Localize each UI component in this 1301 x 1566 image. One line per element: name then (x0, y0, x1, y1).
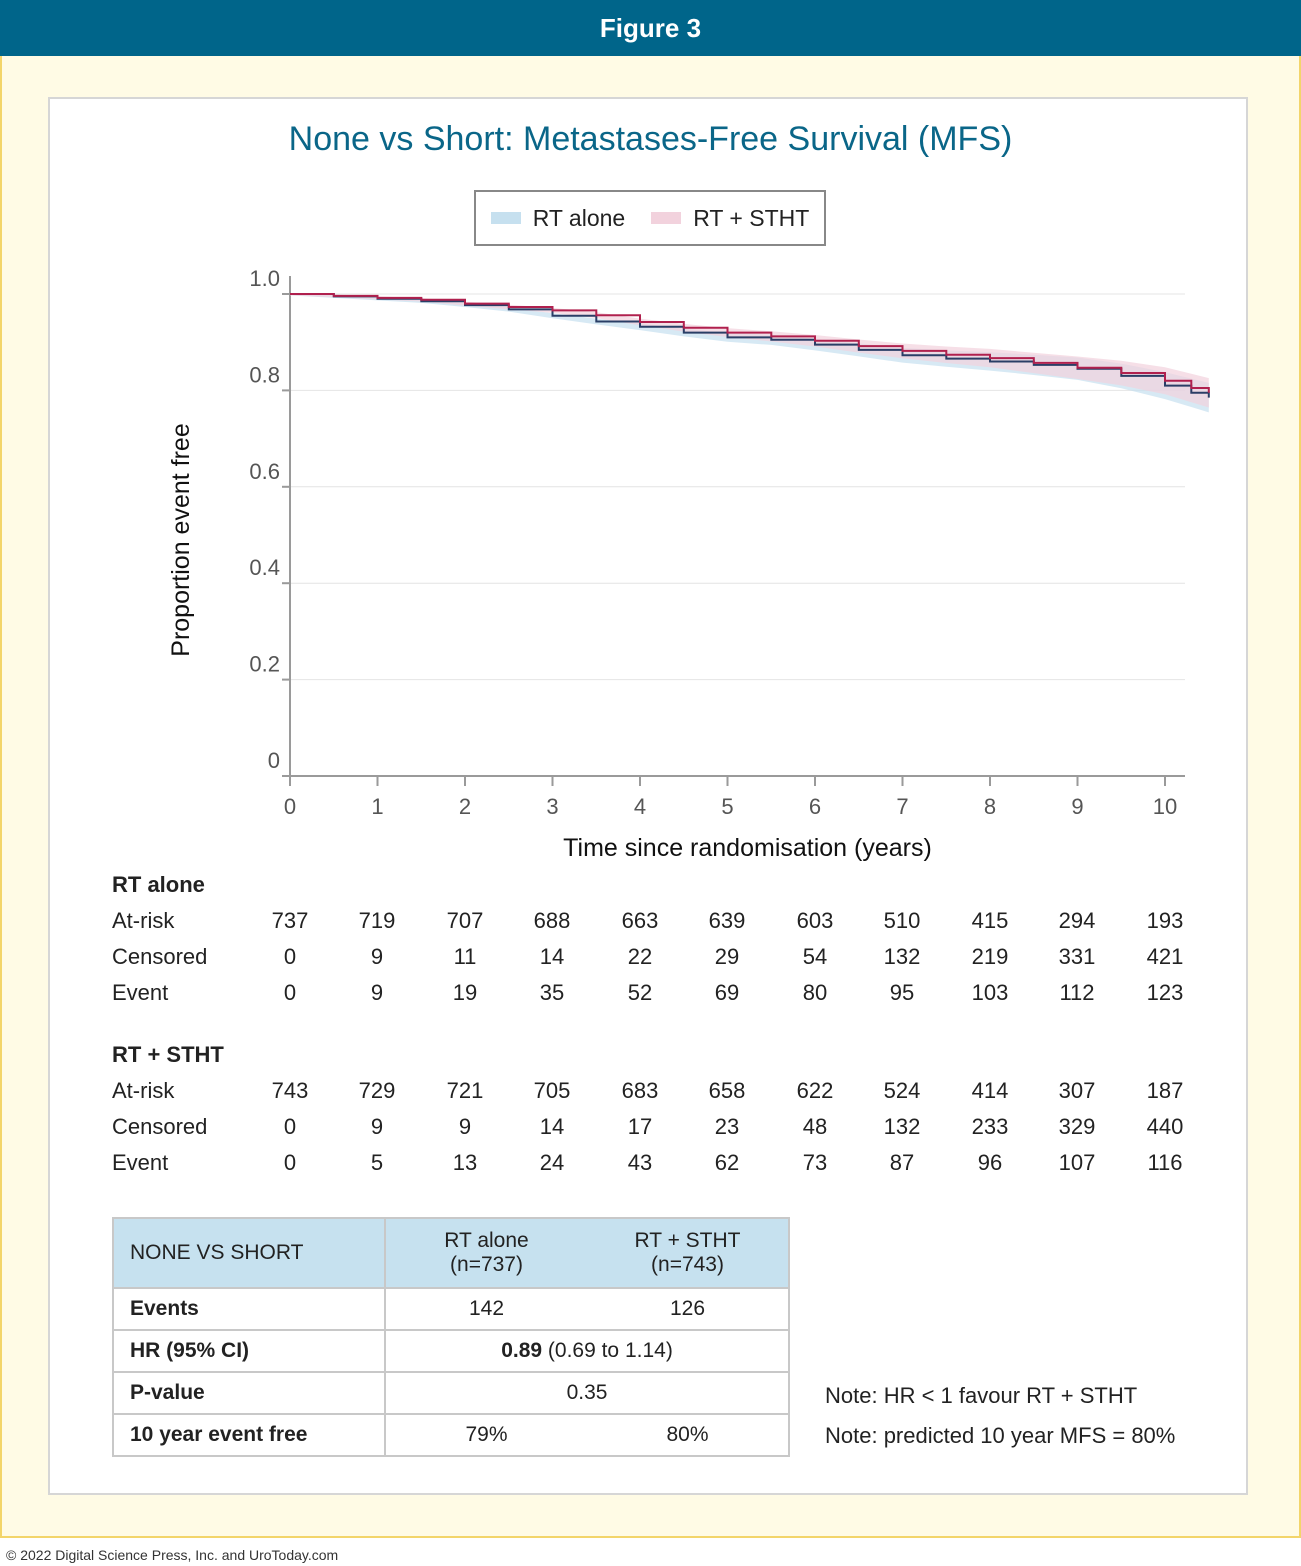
x-tick-label-8: 8 (984, 794, 996, 819)
summary-col-rt-alone: RT alone (n=737) (386, 1229, 587, 1277)
y-tick-label-3: 0.6 (249, 459, 280, 484)
summary-p-value: 0.35 (384, 1371, 790, 1415)
summary-hr-label: HR (95% CI) (112, 1329, 386, 1373)
legend-swatch-rt-stht (651, 212, 682, 224)
summary-ten-year-a: 79% (465, 1423, 508, 1446)
summary-col-rt-stht-n: (n=743) (651, 1253, 724, 1276)
x-tick-label-1: 1 (371, 794, 383, 819)
chart-title: None vs Short: Metastases-Free Survival … (288, 120, 1013, 158)
summary-ten-year-b: 80% (666, 1423, 709, 1446)
summary-ten-year-values: 79% 80% (384, 1413, 790, 1457)
x-tick-label-6: 6 (809, 794, 821, 819)
km-plot: 0 0.2 0.4 0.6 0.8 1.0 0 1 2 3 4 5 6 7 8 9 10 Time since r… (167, 266, 1210, 862)
summary-row-pvalue: P-value 0.35 (112, 1371, 790, 1415)
summary-row-ten-year: 10 year event free 79% 80% (112, 1413, 790, 1457)
km-curve-rt-alone (290, 293, 1210, 398)
summary-events-b: 126 (669, 1297, 706, 1320)
legend-item-rt-alone: RT alone (490, 204, 626, 232)
x-tick-label-9: 9 (1071, 794, 1083, 819)
summary-row-hr: HR (95% CI) 0.89 (0.69 to 1.14) (112, 1329, 790, 1373)
y-tick-label-5: 1.0 (249, 266, 280, 291)
x-tick-label-7: 7 (896, 794, 908, 819)
x-tick-label-0: 0 (284, 794, 296, 819)
summary-ten-year-label: 10 year event free (112, 1413, 386, 1457)
summary-p-label: P-value (112, 1371, 386, 1415)
y-tick-label-1: 0.2 (249, 652, 280, 677)
summary-table: NONE VS SHORT RT alone (n=737) RT + STHT… (112, 1217, 790, 1457)
summary-col-rt-stht-name: RT + STHT (634, 1229, 741, 1252)
summary-col-rt-alone-n: (n=737) (450, 1253, 523, 1276)
legend-swatch-rt-alone (490, 212, 521, 224)
summary-col-rt-stht: RT + STHT (n=743) (587, 1229, 788, 1277)
note-hr: Note: HR < 1 favour RT + STHT (825, 1383, 1138, 1408)
summary-events-values: 142 126 (384, 1287, 790, 1331)
figure-header: Figure 3 (0, 0, 1301, 56)
y-tick-label-0: 0 (268, 748, 280, 773)
legend-label-rt-alone: RT alone (532, 204, 626, 231)
summary-events-label: Events (112, 1287, 386, 1331)
summary-hr-value: 0.89 (501, 1339, 543, 1362)
copyright-footer: © 2022 Digital Science Press, Inc. and U… (6, 1547, 339, 1563)
summary-header-row: NONE VS SHORT RT alone (n=737) RT + STHT… (112, 1217, 790, 1289)
y-tick-label-2: 0.4 (249, 555, 280, 580)
figure-label: Figure 3 (599, 12, 702, 43)
summary-header-arms: RT alone (n=737) RT + STHT (n=743) (384, 1217, 790, 1289)
summary-hr-value-cell: 0.89 (0.69 to 1.14) (384, 1329, 790, 1373)
ci-band-rt-alone (290, 294, 1209, 413)
km-curve-rt-stht (290, 293, 1210, 393)
legend-label-rt-stht: RT + STHT (693, 204, 810, 231)
summary-col-rt-alone-name: RT alone (444, 1229, 529, 1252)
y-tick-label-4: 0.8 (249, 362, 280, 387)
y-axis-title: Proportion event free (167, 423, 195, 656)
chart-legend: RT alone RT + STHT (474, 190, 826, 246)
x-tick-label-4: 4 (634, 794, 646, 819)
x-tick-label-5: 5 (721, 794, 733, 819)
note-predicted-mfs: Note: predicted 10 year MFS = 80% (825, 1423, 1176, 1448)
x-tick-label-3: 3 (546, 794, 558, 819)
x-tick-label-2: 2 (459, 794, 471, 819)
summary-hr-ci: (0.69 to 1.14) (542, 1339, 673, 1362)
legend-item-rt-stht: RT + STHT (651, 205, 809, 232)
x-tick-label-10: 10 (1153, 794, 1177, 819)
x-axis-title: Time since randomisation (years) (563, 834, 932, 862)
summary-events-a: 142 (468, 1297, 505, 1320)
summary-header-label: NONE VS SHORT (112, 1217, 386, 1289)
summary-row-events: Events 142 126 (112, 1287, 790, 1331)
